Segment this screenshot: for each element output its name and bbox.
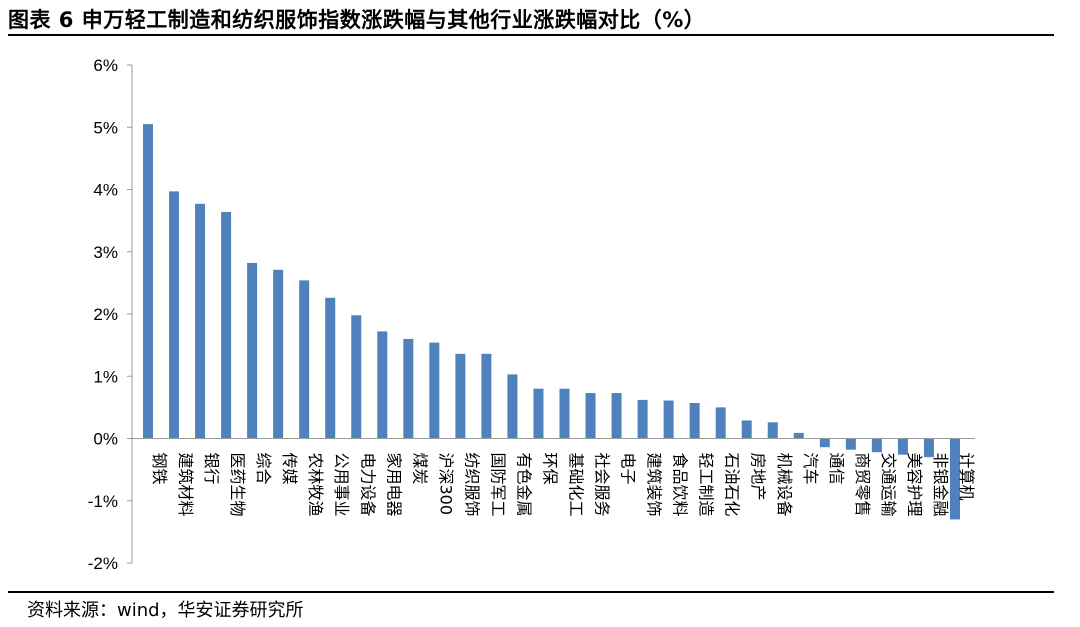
bar [793,432,804,439]
category-label: 商贸零售 [853,453,872,517]
category-label: 家用电器 [384,453,403,517]
y-tick-label: 3% [93,243,118,262]
bar [533,388,544,439]
y-tick-label: 0% [93,430,118,449]
category-label: 有色金属 [514,453,533,517]
bar [871,438,882,453]
bar [507,374,518,439]
category-label: 环保 [540,453,559,485]
chart-title: 图表 6 申万轻工制造和纺织服饰指数涨跌幅与其他行业涨跌幅对比（%） [8,8,706,32]
bar [845,438,856,450]
bar [351,315,362,439]
category-label: 综合 [254,453,273,485]
bar [585,393,596,439]
bar [143,124,153,439]
bar [637,399,648,439]
title-divider [8,34,1054,36]
bar [403,338,414,439]
category-label: 轻工制造 [697,453,716,517]
category-label: 建筑装饰 [645,453,664,517]
y-tick-label: 4% [93,181,118,200]
bar [715,407,726,439]
y-tick-label: 1% [93,367,118,386]
category-label: 国防军工 [488,453,507,517]
bars [143,124,960,520]
bar-chart: 6% 5% 4% 3% 2% 1% 0% -1% -2% 钢铁 建筑材料 银行 医药生物 综合 传媒 农林牧… [88,56,976,573]
category-label: 银行 [202,453,221,485]
bar [221,211,232,439]
category-label: 传媒 [280,453,299,485]
bar [819,438,830,448]
category-label: 房地产 [749,453,768,501]
category-label: 汽车 [801,453,820,485]
category-label: 基础化工 [567,453,586,517]
category-label: 机械设备 [775,453,794,517]
bar [897,438,908,455]
category-label: 通信 [827,453,846,485]
bar [299,280,310,439]
bar [689,403,700,439]
source-divider [8,591,1054,593]
category-label: 美容护理 [905,453,924,517]
bar [247,262,258,439]
bar [741,420,752,439]
category-label: 纺织服饰 [462,453,481,517]
bar [611,393,622,439]
category-label: 社会服务 [593,453,612,517]
category-label: 电力设备 [358,453,377,517]
category-label: 医药生物 [228,453,247,517]
bar [195,203,206,439]
y-tick-label: 6% [93,56,118,75]
bar [377,331,388,439]
category-label: 交通运输 [879,453,898,517]
bar [949,438,960,520]
y-axis: 6% 5% 4% 3% 2% 1% 0% -1% -2% [88,56,133,573]
category-label: 煤炭 [410,453,429,485]
category-label: 计算机 [957,453,976,501]
category-labels: 钢铁 建筑材料 银行 医药生物 综合 传媒 农林牧渔 公用事业 电力设备 家用电器 煤炭 沪深300 纺… [150,453,976,517]
category-label: 食品饮料 [671,453,690,517]
category-label: 电子 [619,453,638,485]
bar [481,353,492,439]
category-label: 石油石化 [723,453,742,517]
category-label: 非银金融 [931,453,950,517]
bar [325,297,336,439]
y-tick-label: -1% [88,492,118,511]
y-tick-label: -2% [88,554,118,573]
category-label: 农林牧渔 [306,453,325,517]
bar [429,342,440,439]
bar [273,269,284,439]
category-label: 公用事业 [332,453,351,517]
category-label: 钢铁 [150,453,169,485]
source-note: 资料来源：wind，华安证券研究所 [27,600,304,621]
bar [169,191,180,439]
category-label: 沪深300 [436,453,455,516]
bar [559,388,570,439]
bar [663,400,674,439]
bar [455,353,466,439]
y-tick-label: 2% [93,305,118,324]
category-label: 建筑材料 [176,453,195,517]
bar [923,438,934,458]
y-tick-label: 5% [93,118,118,137]
bar [767,422,778,439]
